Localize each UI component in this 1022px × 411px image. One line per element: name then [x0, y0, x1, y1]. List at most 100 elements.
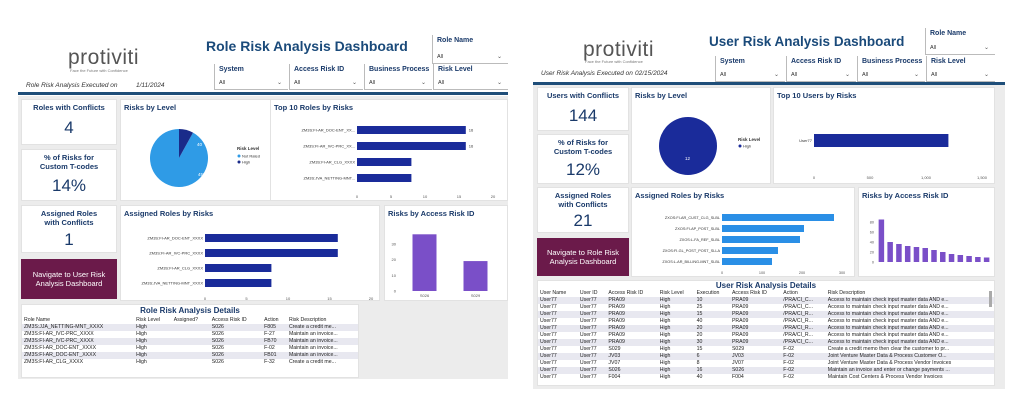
- slicer-system[interactable]: System All ⌄: [715, 56, 785, 82]
- slicer-label: Role Name: [930, 30, 967, 37]
- column-header[interactable]: Access Risk ID: [211, 317, 247, 323]
- table-row[interactable]: User77 User77 JV07 High 8 JV07 F-02 Joint Ventu…: [538, 360, 994, 367]
- table-cell: S026: [211, 331, 224, 337]
- table-row[interactable]: ZM3S:FI-AR_IVC-PRC_XXXX High S026 F-27 Maint…: [22, 331, 358, 338]
- slicer-business-process[interactable]: Business Process All ⌄: [364, 64, 432, 90]
- x-tick-label: 1,000: [921, 175, 932, 180]
- table-cell: S026: [209, 324, 263, 331]
- table-row[interactable]: User77 User77 S029 High 15 S029 F-02 Create a c…: [538, 346, 994, 353]
- bar: [940, 252, 946, 262]
- table-row[interactable]: User77 User77 PRA09 High 20 PRA09/PRA/CI_R...…: [538, 325, 994, 332]
- table-row[interactable]: User77 User77 PRA09 High 15 PRA09/PRA/CI_R...…: [538, 311, 994, 318]
- table-row[interactable]: User77 User77 PRA09 High 25 PRA09/PRA/CI_C...…: [538, 304, 994, 311]
- chevron-down-icon: ⌄: [773, 72, 779, 78]
- table-row[interactable]: User77 User77 PRA09 High 10 PRA09/PRA/CI_C...…: [538, 297, 994, 304]
- slicer-access-risk-id[interactable]: Access Risk ID All ⌄: [289, 64, 363, 90]
- column-header[interactable]: Risk Description: [288, 317, 327, 323]
- slicer-risk-level[interactable]: Risk Level All ⌄: [433, 64, 508, 90]
- table-cell: /PRA/CI_R...: [783, 332, 813, 338]
- table-scrollbar[interactable]: [989, 291, 992, 307]
- table-row[interactable]: ZM3S:JJA_NETTING-MNT_XXXX High S026 F805 Cre…: [22, 324, 358, 331]
- table-row[interactable]: User77 User77 PRA09 High 20 PRA09/PRA/CI_R...…: [538, 332, 994, 339]
- table-row[interactable]: User77 User77 PRA09 High 30 PRA09/PRA/CI_C...…: [538, 339, 994, 346]
- x-tick-label: 1,500: [977, 175, 988, 180]
- table-row[interactable]: ZM3S:FI-AR_IVC-PRC_XXXX High S026 FB70 Maint…: [22, 338, 358, 345]
- table-cell: High: [659, 346, 671, 352]
- bar: [357, 126, 466, 134]
- column-header[interactable]: Access Risk ID: [731, 290, 767, 296]
- table-cell: PRA09: [606, 311, 658, 318]
- table-row[interactable]: User77 User77 S026 High 16 S026 F-02 Maintain a…: [538, 367, 994, 374]
- table-cell: PRA09: [729, 297, 782, 304]
- bar: [957, 255, 964, 262]
- table-cell: F-02: [781, 367, 826, 374]
- table-cell: S026: [729, 367, 782, 374]
- navigate-to-role-dashboard-button[interactable]: Navigate to Role Risk Analysis Dashboard: [537, 238, 629, 276]
- table-row[interactable]: User77 User77 F004 High 40 F004 F-02 Maintain C…: [538, 374, 994, 381]
- bar: [357, 158, 412, 166]
- slicer-label: Risk Level: [438, 66, 473, 73]
- x-tick-label: 0: [721, 271, 723, 275]
- table-cell: F-02: [264, 345, 275, 351]
- table-cell: Maintain an invoice...: [286, 352, 358, 359]
- bar: [922, 248, 928, 262]
- table-header-row: User Name User ID Access Risk ID Risk Level…: [538, 290, 994, 297]
- column-header[interactable]: User Name: [540, 290, 567, 296]
- table-cell: PRA09: [729, 325, 782, 332]
- slicer-business-process[interactable]: Business Process All ⌄: [857, 56, 925, 82]
- x-tick-label: 10: [286, 296, 291, 301]
- chevron-down-icon: ⌄: [844, 72, 850, 78]
- bar-category-label: ZXOS:FI-AR_CUST_CLG_SLBL: [665, 216, 720, 220]
- table-cell: High: [136, 345, 147, 351]
- user-details-panel: User Risk Analysis Details User Name User…: [537, 280, 995, 386]
- table-cell: PRA09: [608, 318, 625, 324]
- table-row[interactable]: User77 User77 JV03 High 6 JV03 F-02 Joint Ventu…: [538, 353, 994, 360]
- bar-data-label: 16: [469, 128, 474, 133]
- table-cell: User77: [540, 332, 557, 338]
- slicer-value: All: [720, 72, 727, 78]
- table-cell: 20: [694, 325, 730, 332]
- column-header[interactable]: Role Name: [24, 317, 50, 323]
- table-cell: User77: [538, 311, 578, 318]
- slicer-system[interactable]: System All ⌄: [214, 64, 288, 90]
- column-header[interactable]: Execution: [696, 290, 720, 296]
- column-header[interactable]: Access Risk ID: [608, 290, 644, 296]
- bar-data-label: 16: [469, 144, 474, 149]
- column-header[interactable]: Risk Description: [827, 290, 866, 296]
- table-row[interactable]: ZM3S:FI-AR_CLG_XXXX High S026 F-32 Create a …: [22, 359, 358, 366]
- bar: [983, 257, 990, 262]
- table-cell: F-02: [781, 353, 826, 360]
- column-header[interactable]: Assigned?: [173, 317, 198, 323]
- chevron-down-icon: ⌄: [420, 80, 426, 86]
- risks-by-level-panel: Risks by Level 40 458 Risk Level Not Rat…: [120, 99, 286, 201]
- bar: [814, 134, 949, 147]
- bar: [896, 244, 902, 262]
- details-title: User Risk Analysis Details: [715, 281, 817, 290]
- column-header[interactable]: Risk Level: [136, 317, 161, 323]
- logo-tagline: Face the Future with Confidence: [585, 59, 643, 64]
- table-row[interactable]: ZM3S:FI-AR_DOC-ENT_XXXX High S026 FB01 Maint…: [22, 352, 358, 359]
- legend-dot: [738, 144, 742, 148]
- slicer-role-name[interactable]: Role Name All ⌄: [432, 35, 508, 64]
- risks-by-level-panel: Risks by Level 12 Risk Level High: [631, 87, 771, 184]
- slicer-access-risk-id[interactable]: Access Risk ID All ⌄: [786, 56, 856, 82]
- column-header[interactable]: Risk Level: [659, 290, 684, 296]
- kpi-roles-with-conflicts: Roles with Conflicts 4: [21, 99, 117, 145]
- table-row[interactable]: User77 User77 PRA09 High 40 PRA09/PRA/CI_R...…: [538, 318, 994, 325]
- assigned-roles-chart: ZM3S:FI-AR_DOC-ENT_XXXX ZM3S:FI-AR_IVC-PR…: [142, 234, 374, 301]
- kpi-value: 144: [568, 106, 598, 125]
- table-cell: Access to maintain check input master da…: [827, 318, 949, 324]
- header-divider: [18, 92, 508, 95]
- table-cell: Maintain an invoice and enter or change …: [825, 367, 994, 374]
- kpi-value: 1: [64, 230, 74, 249]
- top-10-roles-chart: ZM3S:FI-AR_DOC-ENT_XX... 16 ZM3S:FI-AR_IVC…: [301, 126, 496, 199]
- table-cell: High: [659, 318, 671, 324]
- top-10-users-chart: User77 0 500 1,000 1,500: [799, 134, 988, 180]
- column-header[interactable]: Action: [783, 290, 798, 296]
- slicer-risk-level[interactable]: Risk Level All ⌄: [926, 56, 995, 82]
- table-row[interactable]: ZM3S:FI-AR_DOC-ENT_XXXX High S026 F-02 Maint…: [22, 345, 358, 352]
- column-header[interactable]: Action: [264, 317, 279, 323]
- navigate-to-user-dashboard-button[interactable]: Navigate to User Risk Analysis Dashboard: [21, 259, 117, 299]
- column-header[interactable]: User ID: [579, 290, 598, 296]
- slicer-role-name[interactable]: Role Name All ⌄: [925, 28, 995, 55]
